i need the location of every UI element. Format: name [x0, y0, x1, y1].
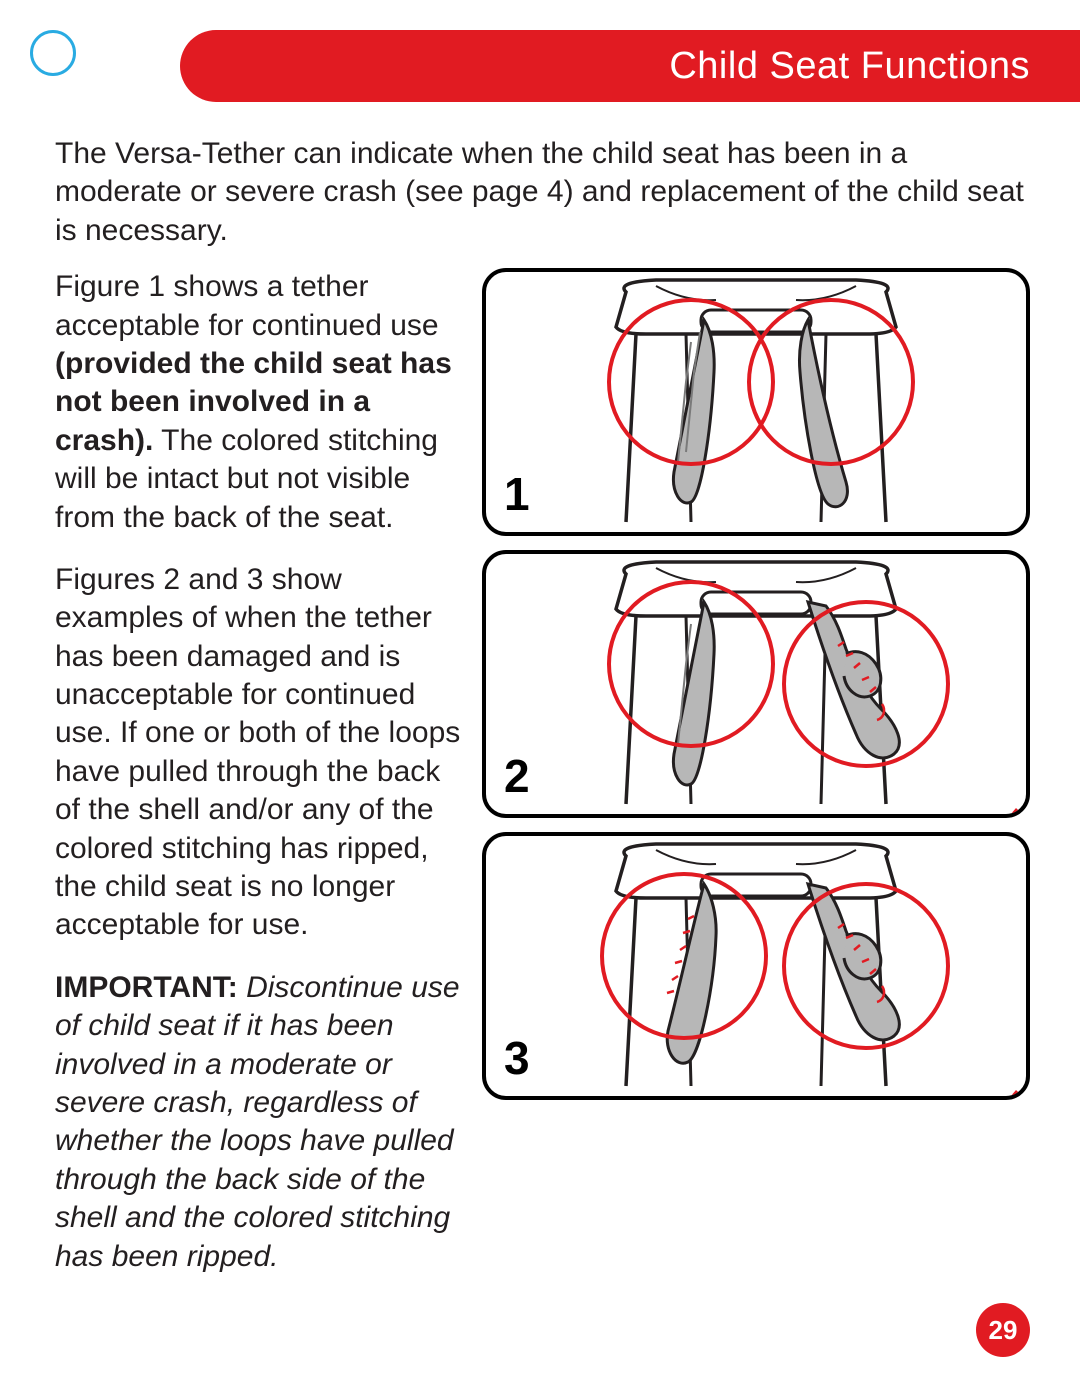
figure-1-number: 1 — [504, 465, 530, 524]
figure-3-number: 3 — [504, 1029, 530, 1088]
figure-3-illustration — [486, 836, 1026, 1096]
intro-paragraph: The Versa-Tether can indicate when the c… — [55, 135, 1030, 250]
text-column: Figure 1 shows a tether acceptable for c… — [55, 268, 482, 1300]
figure-3: 3 — [482, 832, 1030, 1100]
figure-2-number: 2 — [504, 747, 530, 806]
page-number: 29 — [989, 1315, 1018, 1346]
figure-2-illustration — [486, 554, 1026, 814]
binder-hole-circle — [30, 30, 76, 76]
section-header-title: Child Seat Functions — [669, 45, 1030, 88]
figure-1-illustration — [486, 272, 1026, 532]
figure-1: 1 — [482, 268, 1030, 536]
figure-2: 2 — [482, 550, 1030, 818]
paragraph-2: Figures 2 and 3 show examples of when th… — [55, 561, 462, 945]
figures-column: 1 — [482, 268, 1030, 1114]
paragraph-1: Figure 1 shows a tether acceptable for c… — [55, 268, 462, 537]
page-number-badge: 29 — [976, 1303, 1030, 1357]
body-content: The Versa-Tether can indicate when the c… — [55, 135, 1030, 1300]
section-header-bar: Child Seat Functions — [180, 30, 1080, 102]
paragraph-3: IMPORTANT: Discontinue use of child seat… — [55, 969, 462, 1276]
